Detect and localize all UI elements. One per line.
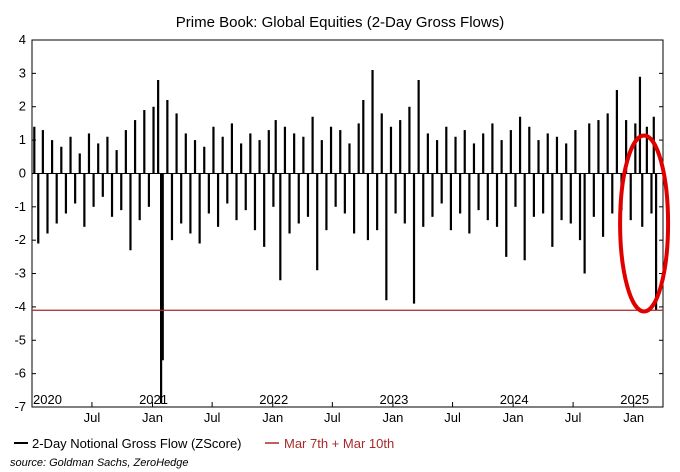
legend-label-gross-flow: 2-Day Notional Gross Flow (ZScore) (32, 436, 242, 451)
x-tick-label: Jan (503, 410, 524, 425)
y-tick-label: 2 (19, 99, 26, 114)
y-tick-label: -7 (14, 399, 26, 414)
y-tick-label: -6 (14, 366, 26, 381)
plot-frame (31, 39, 664, 408)
y-tick-label: -2 (14, 232, 26, 247)
x-tick-label: Jul (565, 410, 582, 425)
y-tick-label: -5 (14, 332, 26, 347)
y-tick-label: -4 (14, 299, 26, 314)
x-year-label: 2020 (33, 392, 62, 407)
x-year-label: 2021 (139, 392, 168, 407)
x-tick-label: Jul (204, 410, 221, 425)
x-tick-label: Jul (324, 410, 341, 425)
x-tick-label: Jan (142, 410, 163, 425)
y-tick-label: -3 (14, 266, 26, 281)
legend-label-mar-line: Mar 7th + Mar 10th (284, 436, 394, 451)
x-tick-label: Jan (262, 410, 283, 425)
y-tick-label: 4 (19, 32, 26, 47)
x-tick-label: Jan (623, 410, 644, 425)
highlight-ellipse (618, 133, 671, 314)
plot-area: 4 3 2 1 0 -1 -2 -3 -4 -5 -6 -7 2020 Jul Jan 2021 Jul Jan 2… (14, 32, 671, 425)
x-year-label: 2025 (620, 392, 649, 407)
chart-title: Prime Book: Global Equities (2-Day Gross… (176, 14, 504, 31)
y-tick-label: 3 (19, 65, 26, 80)
legend: 2-Day Notional Gross Flow (ZScore) Mar 7… (14, 436, 394, 451)
y-tick-label: 0 (19, 165, 26, 180)
x-tick-label: Jul (84, 410, 101, 425)
x-tick-label: Jan (382, 410, 403, 425)
x-year-label: 2023 (379, 392, 408, 407)
x-year-label: 2022 (259, 392, 288, 407)
x-tick-label: Jul (444, 410, 461, 425)
y-tick-label: 1 (19, 132, 26, 147)
x-year-label: 2024 (500, 392, 529, 407)
y-tick-label: -1 (14, 199, 26, 214)
source-note: source: Goldman Sachs, ZeroHedge (10, 457, 189, 469)
